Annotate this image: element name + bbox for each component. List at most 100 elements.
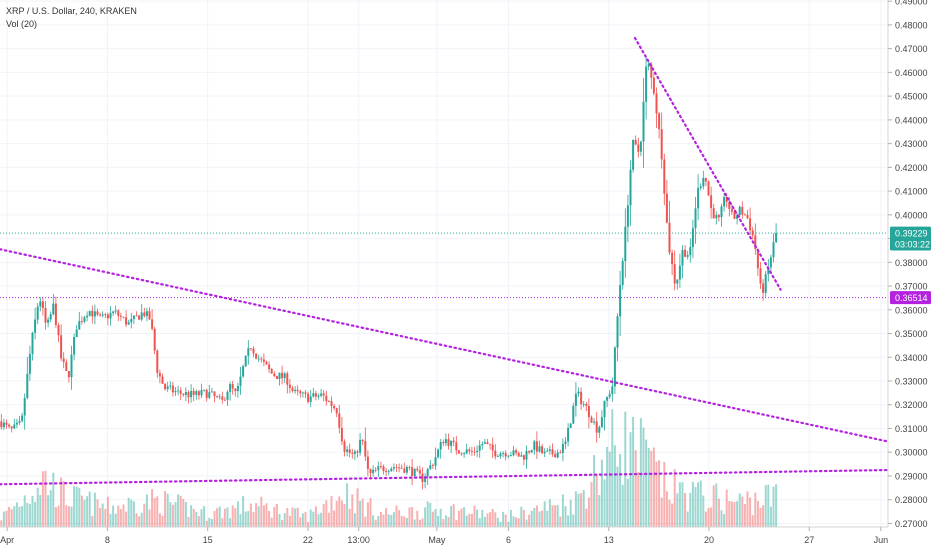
candle-body [221,396,224,400]
volume-bar [673,469,676,527]
price-axis[interactable]: 0.49000 0.48000 0.47000 0.46000 0.45000 0.440… [887,0,932,550]
candle-body [647,64,650,67]
volume-bar [595,475,598,527]
candle-body [301,392,304,394]
volume-bar [307,522,310,527]
trendlines [0,36,890,486]
price-tag-background [890,291,931,305]
volume-bar [548,499,551,527]
candle-body [444,439,447,444]
candle-body [5,422,8,425]
volume-bar [192,508,195,527]
volume-bar [756,500,759,527]
volume-bar [164,490,167,527]
volume-bar [642,427,645,527]
volume-bar [177,494,180,527]
volume-bar [382,514,385,527]
volume-bar [668,499,671,527]
volume-bar [616,466,619,527]
volume-bar [421,518,424,527]
volume-bar [499,521,502,527]
candle-body [733,211,736,219]
candle-body [676,279,679,284]
candle-body [764,274,767,293]
candle-body [156,350,159,373]
candle-body [663,159,666,194]
candle-body [465,449,468,454]
candle-body [767,267,770,275]
candle-body [171,385,174,393]
candle-body [26,373,29,399]
volume-bar [93,492,96,527]
candle-body [400,467,403,469]
volume-bar [749,497,752,527]
candle-body [244,355,247,367]
price-tag-label: 0.39229 [895,229,928,239]
volume-bar [621,484,624,527]
volume-bar [676,493,679,527]
candle-body [80,321,83,322]
volume-bar [364,516,367,527]
candle-body [671,252,674,265]
price-tick-label: 0.43000 [895,139,928,149]
candle-body [304,392,307,394]
candle-body [164,383,167,390]
candle-body [31,332,34,355]
candle-body [710,195,713,209]
candle-body [265,361,268,365]
volume-bar [281,519,284,527]
candle-body [424,476,427,482]
grid-lines [0,0,888,527]
candle-body [533,441,536,450]
volume-bar [567,515,570,527]
time-axis-background [0,527,888,550]
time-tick-label: 27 [804,535,814,545]
volume-bar [8,506,11,527]
candlesticks [0,58,778,490]
candle-body [590,417,593,423]
candle-body [78,321,81,330]
volume-bar [304,511,307,527]
volume-bar [67,506,70,527]
candle-body [372,469,375,474]
candle-body [270,368,273,374]
volume-bar [366,502,369,527]
candle-body [478,445,481,451]
candle-body [754,235,757,250]
candle-body [161,376,164,384]
candle-body [650,64,653,78]
candle-body [99,314,102,316]
candle-body [460,453,463,455]
volume-bar [769,506,772,527]
time-tick-label: 15 [203,535,213,545]
candle-body [86,315,89,318]
volume-bar [455,519,458,527]
time-axis[interactable]: Apr 8 15 22 13:00 May 6 13 20 27 Jun [0,526,889,550]
volume-bar [678,482,681,527]
candle-body [226,391,229,400]
candle-body [442,442,445,444]
candle-body [564,441,567,444]
candle-body [483,442,486,444]
volume-bar [697,482,700,527]
volume-bar [291,507,294,527]
candle-body [208,392,211,398]
candle-body [299,391,302,394]
price-tick-label: 0.45000 [895,92,928,102]
symbol-title[interactable]: XRP / U.S. Dollar, 240, KRAKEN [6,6,137,16]
volume-bar [574,491,577,527]
candle-body [294,389,297,392]
volume-bar [723,514,726,527]
volume-bar [187,516,190,527]
volume-bar [606,446,609,527]
volume-indicator-label[interactable]: Vol (20) [6,19,38,29]
volume-bar [57,505,60,527]
volume-bar [434,508,437,527]
volume-bar [447,517,450,527]
time-tick-label: Jun [874,535,889,545]
volume-bar [62,481,65,527]
volume-bar [80,495,83,527]
candle-body [153,328,156,351]
